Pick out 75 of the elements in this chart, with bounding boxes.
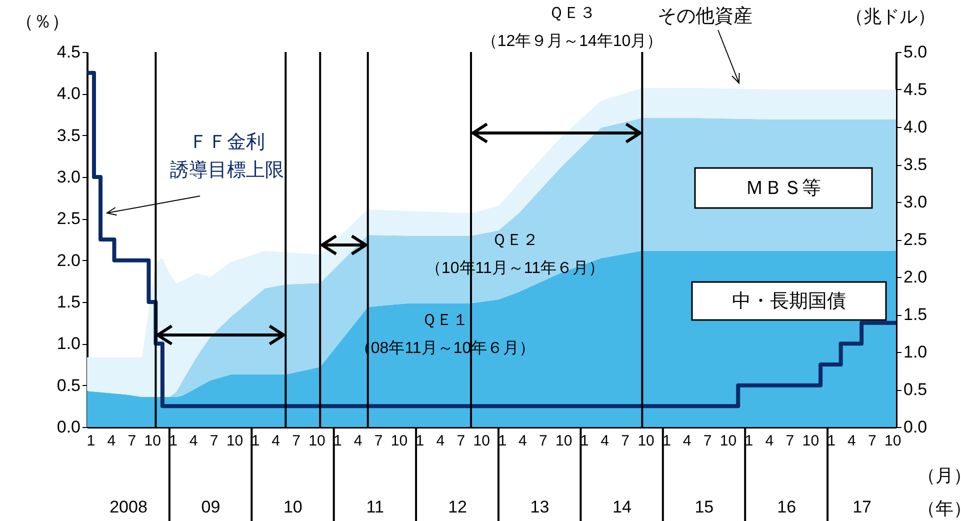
x-tick-label: 10: [638, 432, 654, 450]
x-tick-label: 7: [786, 432, 794, 450]
y2-tick-label: 4.5: [904, 80, 928, 99]
x-tick-label: 10: [308, 432, 326, 450]
x2-tick-label: 11: [366, 498, 384, 516]
x-tick-label: 10: [226, 432, 244, 450]
y-tick-label: 2.0: [56, 250, 80, 270]
x-tick-label: 10: [473, 432, 490, 450]
x2-tick-label: 17: [852, 498, 872, 516]
y2-tick-label: 2.5: [904, 230, 928, 249]
x-tick-label: 4: [107, 432, 116, 450]
x-tick-label: 1: [86, 432, 96, 450]
x2-tick-label: 2008: [110, 498, 148, 516]
y-tick-label: 4.5: [56, 42, 80, 62]
x2-tick-label: 16: [777, 498, 796, 516]
x-tick-label: 4: [600, 432, 610, 450]
x-tick-label: 1: [580, 432, 589, 450]
x-tick-label: 7: [292, 432, 300, 450]
x-tick-label: 10: [556, 432, 572, 450]
x2-tick-label: 15: [694, 498, 714, 516]
x-tick-label: 4: [765, 432, 774, 450]
x-tick-label: 4: [436, 432, 445, 450]
x-tick-label: 7: [621, 432, 630, 450]
x-tick-label: 1: [251, 432, 260, 450]
y2-tick-label: 0.5: [904, 380, 928, 399]
x-tick-label: 7: [538, 432, 548, 450]
x-tick-label: 4: [354, 432, 362, 450]
x2-tick-label: 12: [448, 498, 467, 516]
y-tick-label: 2.5: [56, 209, 80, 228]
x-tick-label: 7: [128, 432, 136, 450]
x2-tick-label: 09: [201, 498, 220, 516]
x-tick-label: 7: [456, 432, 466, 450]
x-tick-label: 7: [210, 432, 218, 450]
x-tick-label: 10: [144, 432, 161, 450]
x-tick-label: 4: [272, 432, 280, 450]
x-tick-label: 10: [390, 432, 408, 450]
text: ＦＦ金利誘導目標上限: [170, 132, 284, 181]
x-tick-label: 4: [848, 432, 856, 450]
y2-tick-label: 1.0: [904, 342, 928, 362]
x-tick-label: 1: [744, 432, 754, 450]
x-tick-label: 10: [802, 432, 820, 450]
y2-tick-label: 5.0: [904, 42, 928, 62]
y-tick-label: 4.0: [56, 84, 80, 104]
y-tick-label: 0.5: [56, 376, 80, 395]
y-tick-label: 3.5: [56, 126, 80, 145]
y2-tick-label: 3.0: [904, 192, 928, 212]
x-tick-label: 4: [518, 432, 527, 450]
x-tick-label: 7: [374, 432, 383, 450]
y2-tick-label: 0.0: [904, 418, 928, 436]
y2-axis-title: （兆ドル）: [846, 6, 936, 26]
x2-axis-title: （年）: [918, 498, 961, 518]
x-tick-label: 7: [703, 432, 712, 450]
series-label: 中・長期国債: [732, 291, 846, 312]
y2-tick-label: 1.5: [904, 305, 928, 324]
x2-tick-label: 10: [283, 498, 302, 516]
text: その他資産: [658, 5, 752, 27]
y-tick-label: 1.5: [56, 292, 80, 312]
x-tick-label: 1: [827, 432, 836, 450]
x2-tick-label: 13: [530, 498, 550, 516]
x-tick-label: 7: [868, 432, 876, 450]
y-axis-title: （％）: [16, 12, 70, 32]
y2-tick-label: 3.5: [904, 155, 928, 174]
x-tick-label: 4: [189, 432, 198, 450]
x-tick-label: 1: [416, 432, 424, 450]
x-tick-label: 4: [682, 432, 692, 450]
y-tick-label: 3.0: [56, 168, 80, 186]
x-tick-label: 10: [720, 432, 737, 450]
y-tick-label: 0.0: [56, 418, 80, 436]
x-axis-title: （月）: [918, 466, 961, 486]
y2-tick-label: 2.0: [904, 268, 928, 286]
y2-tick-label: 4.0: [904, 118, 928, 136]
x2-tick-label: 14: [612, 498, 632, 516]
series-label: ＭＢＳ等: [745, 178, 821, 199]
x-tick-label: 10: [884, 432, 902, 450]
y-tick-label: 1.0: [56, 334, 80, 354]
